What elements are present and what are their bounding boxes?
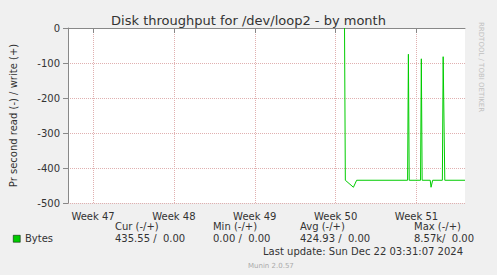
- svg-text:-400: -400: [37, 163, 60, 174]
- svg-text:Week 50: Week 50: [314, 211, 357, 222]
- svg-text:Week 48: Week 48: [152, 211, 195, 222]
- svg-text:-500: -500: [37, 198, 60, 209]
- svg-text:Munin 2.0.57: Munin 2.0.57: [248, 262, 294, 270]
- svg-text:Min (-/+): Min (-/+): [213, 221, 257, 232]
- svg-text:RRDTOOL / TOBI OETIKER: RRDTOOL / TOBI OETIKER: [477, 22, 485, 112]
- svg-text:Week 47: Week 47: [71, 211, 114, 222]
- svg-text:Pr second read (-) / write (+): Pr second read (-) / write (+): [8, 44, 19, 187]
- svg-text:Week 51: Week 51: [395, 211, 438, 222]
- svg-text:Cur (-/+): Cur (-/+): [115, 221, 159, 232]
- svg-text:8.57k/ 0.00: 8.57k/ 0.00: [414, 233, 474, 244]
- svg-text:0: 0: [54, 23, 60, 34]
- svg-text:435.55 / 0.00: 435.55 / 0.00: [115, 233, 185, 244]
- svg-text:-300: -300: [37, 128, 60, 139]
- svg-text:Last update: Sun Dec 22 03:31:: Last update: Sun Dec 22 03:31:07 2024: [263, 246, 463, 257]
- svg-text:424.93 / 0.00: 424.93 / 0.00: [300, 233, 370, 244]
- svg-text:Max (-/+): Max (-/+): [414, 221, 461, 232]
- svg-text:-100: -100: [37, 58, 60, 69]
- svg-text:Bytes: Bytes: [25, 233, 53, 244]
- svg-text:Week 49: Week 49: [233, 211, 276, 222]
- svg-text:0.00 / 0.00: 0.00 / 0.00: [213, 233, 270, 244]
- svg-text:Disk throughput for /dev/loop2: Disk throughput for /dev/loop2 - by mont…: [111, 13, 386, 28]
- svg-text:Avg (-/+): Avg (-/+): [300, 221, 345, 232]
- svg-text:-200: -200: [37, 93, 60, 104]
